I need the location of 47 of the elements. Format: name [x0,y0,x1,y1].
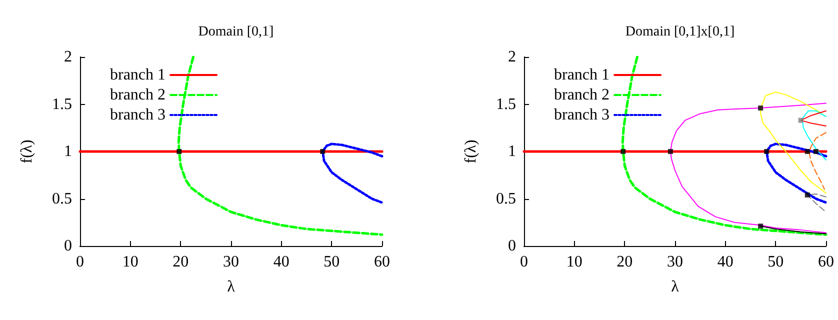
x-tick-label: 0 [520,254,528,270]
y-axis-title: f(λ) [18,140,36,164]
legend-label: branch 1 [554,66,610,84]
chart-title: Domain [0,1] [198,24,274,40]
x-tick-label: 0 [76,254,84,270]
x-axis-title: λ [227,278,236,296]
x-tick-label: 40 [717,254,734,270]
y-tick-label: 0 [508,238,516,254]
point [758,224,764,229]
y-tick-label: 0.5 [52,190,72,208]
x-axis-title: λ [671,278,680,296]
point [804,192,810,198]
x-tick-label: 10 [566,254,582,270]
y-tick-label: 1 [508,143,516,160]
legend-label: branch 3 [110,106,166,124]
y-tick-label: 0 [64,238,72,254]
point [804,149,810,154]
chart-title: Domain [0,1]x[0,1] [625,24,735,40]
y-tick-label: 1.5 [496,96,516,113]
point [813,149,818,154]
y-tick-label: 0.5 [496,190,516,208]
y-tick-label: 2 [508,48,516,66]
point [620,149,626,154]
x-tick-label: 40 [273,254,290,270]
x-tick-label: 20 [616,254,633,270]
x-tick-label: 30 [223,254,239,270]
y-tick-label: 1.5 [52,96,72,113]
y-tick-label: 2 [64,48,72,66]
legend-label: branch 3 [554,106,610,124]
line-series [765,142,828,204]
line-series [321,142,384,204]
legend-label: branch 1 [110,66,166,84]
x-tick-label: 60 [818,254,834,270]
y-axis-title: f(λ) [462,140,480,164]
x-tick-label: 60 [374,254,390,270]
x-tick-label: 10 [122,254,138,270]
point [764,149,770,154]
legend-label: branch 2 [554,86,610,104]
legend-label: branch 2 [110,86,166,104]
point [668,149,673,154]
point [758,106,764,111]
x-tick-label: 50 [324,254,340,270]
x-tick-label: 50 [768,254,784,270]
x-tick-label: 30 [667,254,683,270]
point [798,118,804,123]
y-tick-label: 1 [64,143,72,160]
x-tick-label: 20 [172,254,189,270]
